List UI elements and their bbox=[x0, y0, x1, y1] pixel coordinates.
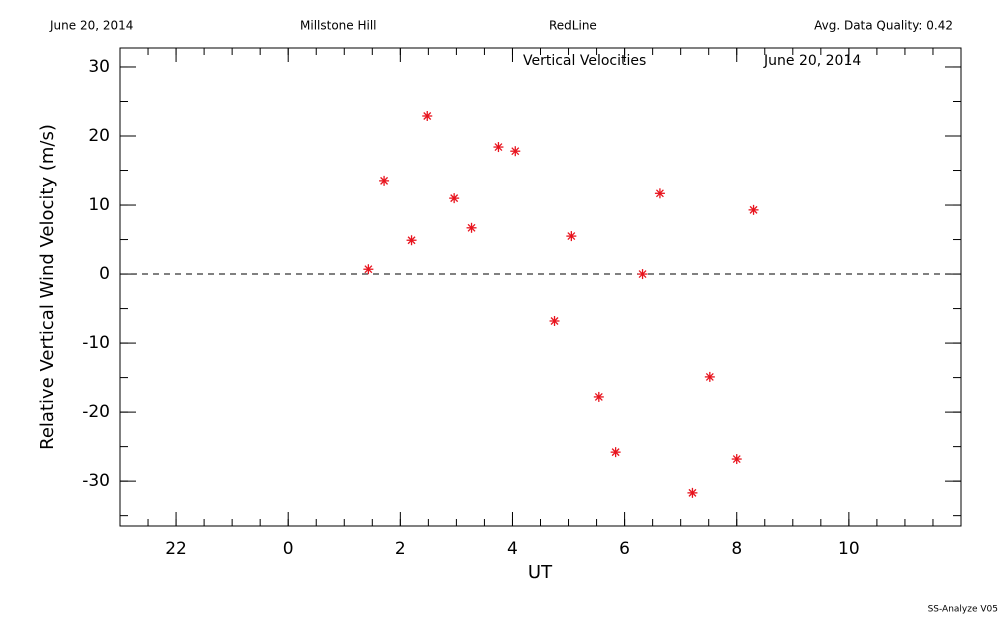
header-quality: Avg. Data Quality: 0.42 bbox=[814, 19, 953, 33]
point-stroke bbox=[594, 392, 603, 401]
point bbox=[637, 269, 648, 280]
point bbox=[493, 142, 504, 153]
point-stroke bbox=[655, 189, 664, 198]
x-tick-label: 6 bbox=[619, 539, 630, 559]
header-instrument: RedLine bbox=[549, 19, 597, 33]
point bbox=[731, 454, 742, 465]
x-tick-label: 0 bbox=[283, 539, 294, 559]
y-tick-label: 30 bbox=[88, 57, 110, 77]
point-stroke bbox=[364, 265, 373, 274]
point-stroke bbox=[407, 236, 416, 245]
header-date: June 20, 2014 bbox=[49, 19, 133, 33]
x-tick-label: 2 bbox=[395, 539, 406, 559]
y-tick-label: -30 bbox=[82, 471, 110, 491]
point bbox=[466, 222, 477, 233]
point bbox=[549, 315, 560, 326]
chart-subtitle: June 20, 2014 bbox=[763, 53, 861, 69]
y-tick-label: -20 bbox=[82, 402, 110, 422]
point-stroke bbox=[688, 488, 697, 497]
point-stroke bbox=[611, 448, 620, 457]
point-stroke bbox=[494, 143, 503, 152]
point-stroke bbox=[749, 205, 758, 214]
y-tick-label: 20 bbox=[88, 126, 110, 146]
point bbox=[704, 371, 715, 382]
header-site: Millstone Hill bbox=[300, 19, 376, 33]
point-stroke bbox=[380, 176, 389, 185]
point bbox=[363, 264, 374, 275]
point-stroke bbox=[550, 317, 559, 325]
y-tick-label: 0 bbox=[99, 264, 110, 284]
point-stroke bbox=[705, 372, 714, 381]
point-stroke bbox=[732, 455, 741, 464]
point bbox=[449, 193, 460, 204]
y-tick-label: -10 bbox=[82, 333, 110, 353]
plot-frame bbox=[119, 47, 962, 527]
y-axis-label: Relative Vertical Wind Velocity (m/s) bbox=[37, 124, 58, 450]
point bbox=[748, 204, 759, 215]
footer: SS-Analyze V05 bbox=[928, 605, 998, 615]
y-tick-label: 10 bbox=[88, 195, 110, 215]
point bbox=[422, 110, 433, 121]
x-axis-label: UT bbox=[528, 562, 553, 583]
point-stroke bbox=[511, 147, 520, 156]
point-stroke bbox=[567, 232, 576, 241]
point-stroke bbox=[467, 223, 476, 232]
chart-title: Vertical Velocities bbox=[523, 53, 646, 69]
point bbox=[593, 391, 604, 402]
point bbox=[566, 231, 577, 242]
point-stroke bbox=[423, 112, 432, 120]
point-stroke bbox=[450, 194, 459, 203]
x-tick-label: 4 bbox=[507, 539, 518, 559]
x-tick-label: 8 bbox=[731, 539, 742, 559]
x-tick-label: 10 bbox=[838, 539, 860, 559]
point-stroke bbox=[638, 270, 647, 279]
point bbox=[654, 188, 665, 199]
point bbox=[510, 146, 521, 157]
point bbox=[406, 235, 417, 246]
point bbox=[610, 447, 621, 458]
x-tick-label: 22 bbox=[165, 539, 187, 559]
point bbox=[379, 175, 390, 186]
point bbox=[687, 487, 698, 498]
